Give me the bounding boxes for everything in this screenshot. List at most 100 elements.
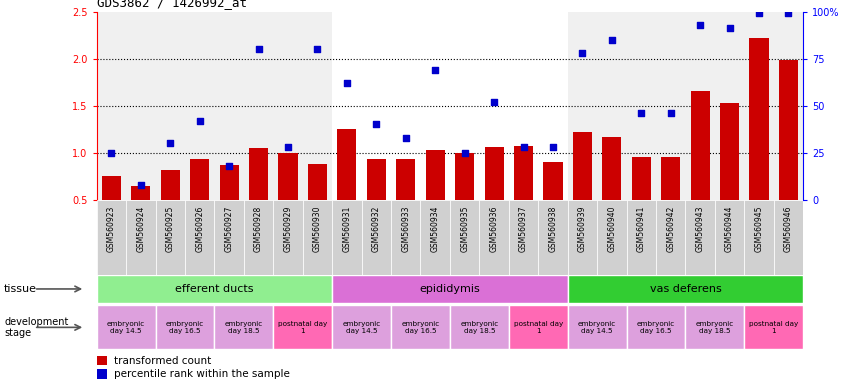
Point (634, 110, 648, 116)
Text: GSM560923: GSM560923 (107, 206, 116, 252)
Text: epididymis: epididymis (420, 284, 480, 294)
Text: GSM560928: GSM560928 (254, 206, 263, 252)
Bar (597, 200, 627, 275)
Bar (273, 305, 332, 349)
Text: GSM560943: GSM560943 (696, 206, 705, 252)
Bar (720, 103, 739, 200)
Text: GSM560936: GSM560936 (489, 206, 499, 252)
Text: embryonic
day 16.5: embryonic day 16.5 (166, 321, 204, 334)
Text: GSM560932: GSM560932 (372, 206, 381, 252)
Bar (102, 176, 121, 200)
Bar (749, 38, 769, 200)
Point (605, 36, 618, 43)
Text: GSM560927: GSM560927 (225, 206, 234, 252)
Bar (568, 275, 803, 303)
Text: GSM560924: GSM560924 (136, 206, 145, 252)
Text: tissue: tissue (4, 284, 37, 294)
Bar (367, 159, 386, 200)
Text: GSM560939: GSM560939 (578, 206, 587, 252)
Bar (661, 157, 680, 200)
Text: GDS3862 / 1426992_at: GDS3862 / 1426992_at (97, 0, 246, 9)
Text: GSM560931: GSM560931 (342, 206, 352, 252)
Bar (656, 200, 685, 275)
Bar (744, 200, 774, 275)
Point (722, 25, 736, 31)
Bar (568, 200, 597, 275)
Bar (362, 200, 391, 275)
Bar (214, 305, 273, 349)
Text: GSM560942: GSM560942 (666, 206, 675, 252)
Bar (627, 305, 685, 349)
Bar (573, 132, 592, 200)
Bar (97, 356, 107, 366)
Point (163, 140, 177, 146)
Bar (332, 12, 568, 200)
Text: vas deferens: vas deferens (649, 284, 722, 294)
Bar (685, 200, 715, 275)
Bar (690, 91, 710, 200)
Text: GSM560935: GSM560935 (460, 206, 469, 252)
Bar (543, 162, 563, 200)
Point (781, 10, 795, 17)
Text: GSM560946: GSM560946 (784, 206, 793, 252)
Point (340, 80, 353, 86)
Text: GSM560925: GSM560925 (166, 206, 175, 252)
Bar (568, 12, 803, 200)
Text: GSM560940: GSM560940 (607, 206, 616, 252)
Bar (396, 159, 415, 200)
Point (281, 144, 294, 150)
Text: GSM560929: GSM560929 (283, 206, 293, 252)
Text: postnatal day
1: postnatal day 1 (514, 321, 563, 334)
Bar (97, 305, 156, 349)
Point (487, 99, 500, 105)
Bar (627, 200, 656, 275)
Point (369, 121, 383, 127)
Bar (391, 305, 450, 349)
Bar (514, 146, 533, 200)
Bar (455, 152, 474, 200)
Point (222, 163, 235, 169)
Bar (278, 152, 298, 200)
Bar (244, 200, 273, 275)
Text: GSM560937: GSM560937 (519, 206, 528, 252)
Text: embryonic
day 16.5: embryonic day 16.5 (637, 321, 675, 334)
Text: embryonic
day 18.5: embryonic day 18.5 (225, 321, 263, 334)
Bar (308, 164, 327, 200)
Bar (156, 305, 214, 349)
Text: postnatal day
1: postnatal day 1 (278, 321, 327, 334)
Bar (450, 305, 509, 349)
Text: GSM560941: GSM560941 (637, 206, 646, 252)
Text: GSM560944: GSM560944 (725, 206, 734, 252)
Bar (126, 200, 156, 275)
Text: embryonic
day 14.5: embryonic day 14.5 (578, 321, 616, 334)
Text: postnatal day
1: postnatal day 1 (749, 321, 798, 334)
Bar (426, 150, 445, 200)
Text: GSM560938: GSM560938 (548, 206, 558, 252)
Bar (715, 200, 744, 275)
Bar (214, 200, 244, 275)
Bar (602, 137, 621, 200)
Bar (479, 200, 509, 275)
Bar (190, 159, 209, 200)
Bar (568, 305, 627, 349)
Text: embryonic
day 18.5: embryonic day 18.5 (696, 321, 734, 334)
Point (752, 10, 765, 17)
Text: percentile rank within the sample: percentile rank within the sample (114, 369, 290, 379)
Bar (97, 369, 107, 379)
Text: development
stage: development stage (4, 316, 69, 338)
Bar (632, 157, 651, 200)
Point (516, 144, 530, 150)
Bar (131, 185, 151, 200)
Bar (249, 148, 268, 200)
Text: GSM560930: GSM560930 (313, 206, 322, 252)
Bar (332, 275, 568, 303)
Text: efferent ducts: efferent ducts (175, 284, 254, 294)
Bar (484, 147, 504, 200)
Bar (685, 305, 744, 349)
Bar (744, 305, 803, 349)
Bar (538, 200, 568, 275)
Point (546, 144, 559, 150)
Text: embryonic
day 14.5: embryonic day 14.5 (107, 321, 145, 334)
Bar (332, 200, 362, 275)
Bar (97, 275, 332, 303)
